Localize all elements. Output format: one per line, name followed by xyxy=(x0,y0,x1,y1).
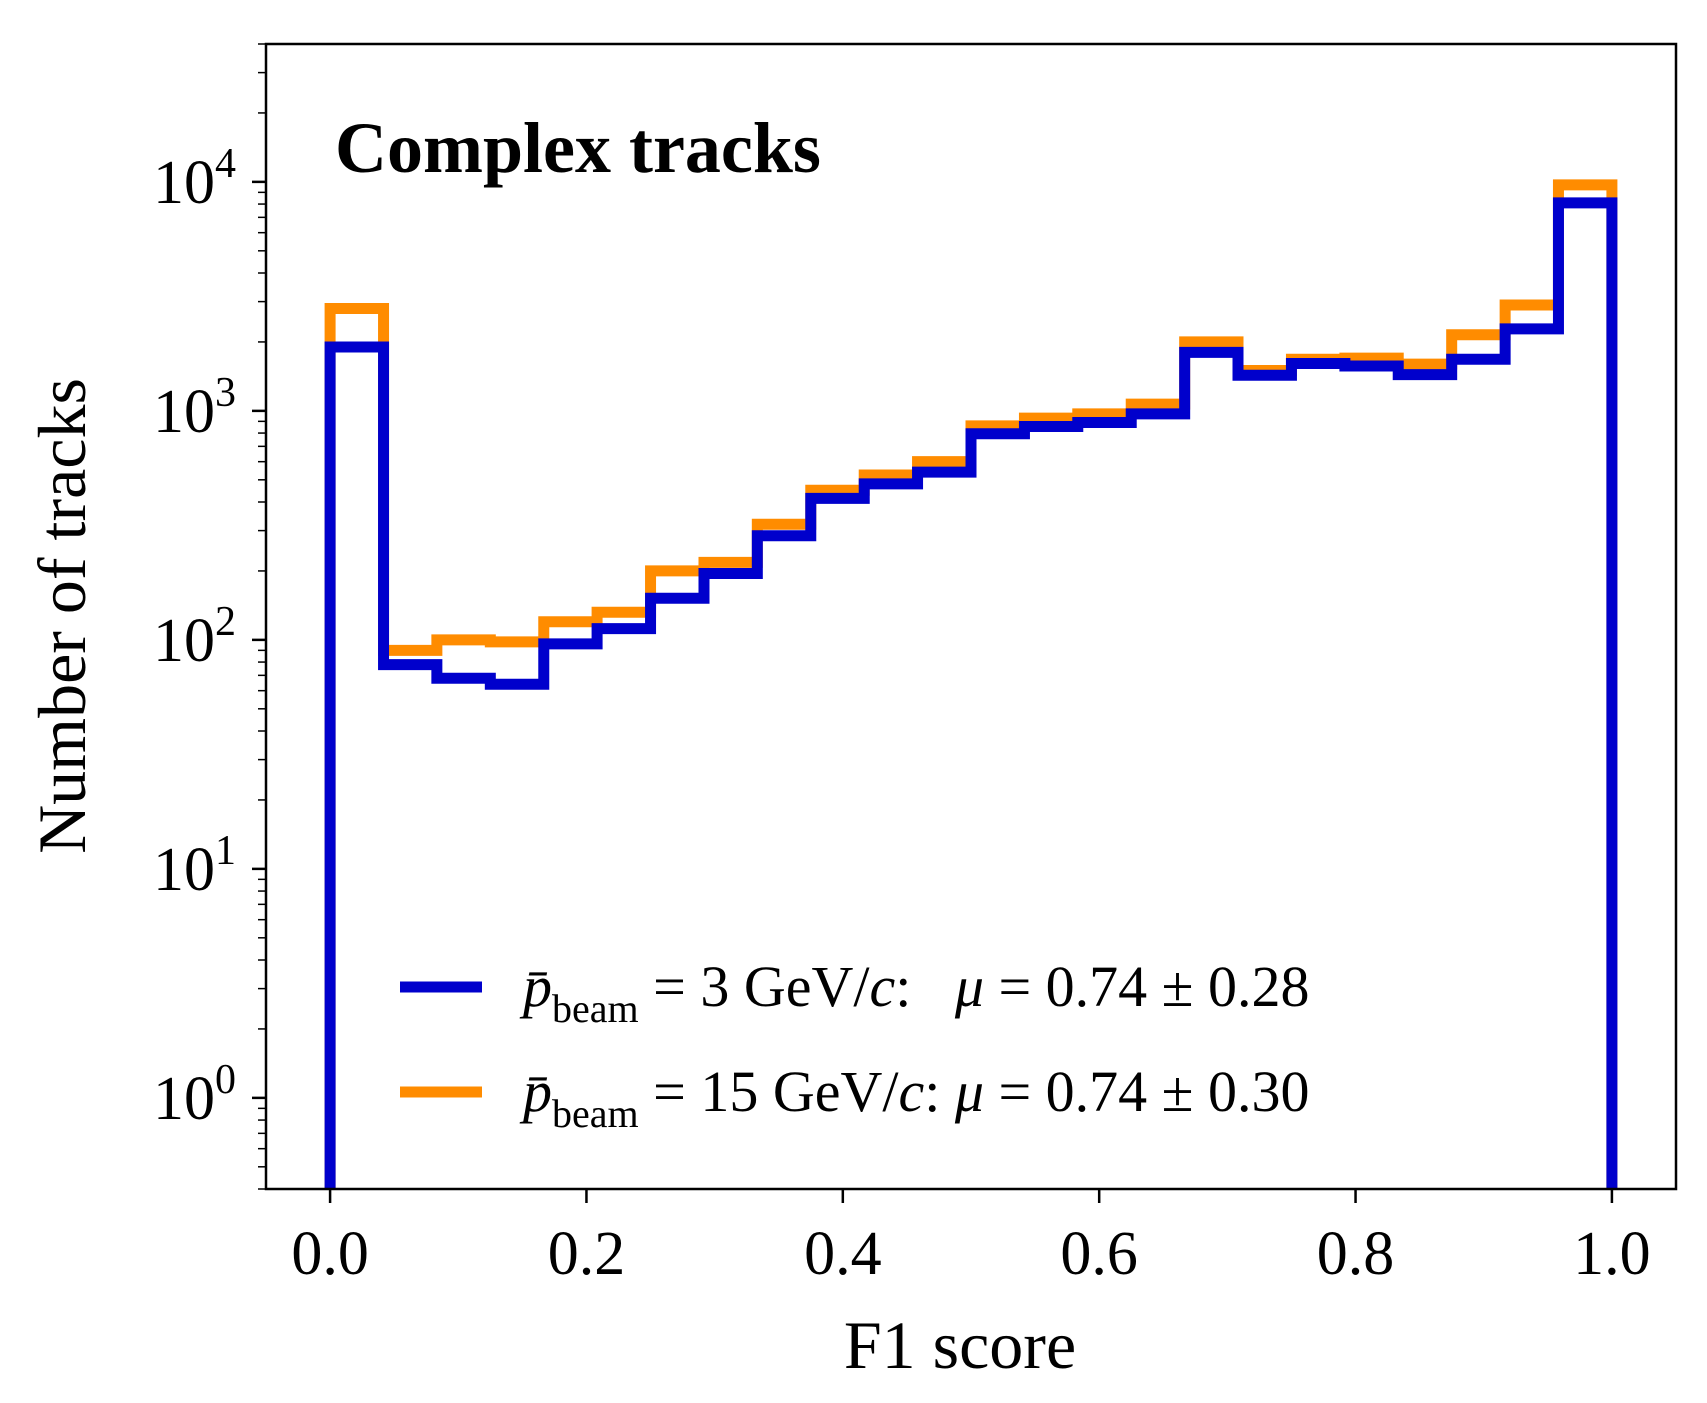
y-tick-exponent: 0 xyxy=(215,1057,236,1103)
legend-text-c: c xyxy=(869,954,895,1019)
x-tick-label: 0.2 xyxy=(548,1220,626,1288)
legend: p̄beam = 3 GeV/c: μ = 0.74 ± 0.28p̄beam … xyxy=(400,954,1310,1136)
y-tick-exponent: 4 xyxy=(215,141,236,187)
y-tick-label: 104 xyxy=(153,141,236,217)
y-tick-label: 103 xyxy=(153,370,236,446)
x-tick-label: 0.8 xyxy=(1317,1220,1395,1288)
y-tick-base: 10 xyxy=(153,836,215,904)
x-axis-label: F1 score xyxy=(844,1307,1076,1383)
y-tick-exponent: 3 xyxy=(215,370,236,416)
legend-text-sub: beam xyxy=(552,1091,639,1136)
legend-text-mid: : xyxy=(895,954,955,1019)
legend-text-eq: = 15 GeV/ xyxy=(639,1059,900,1124)
y-tick-base: 10 xyxy=(153,607,215,675)
legend-text-p: p̄ xyxy=(519,954,552,1019)
legend-label: p̄beam = 3 GeV/c: μ = 0.74 ± 0.28 xyxy=(519,954,1310,1031)
y-tick-base: 10 xyxy=(153,149,215,217)
y-tick-label: 102 xyxy=(153,599,236,675)
plot-area xyxy=(266,44,1676,1189)
x-tick-label: 1.0 xyxy=(1573,1220,1651,1288)
legend-text-c: c xyxy=(898,1059,924,1124)
x-tick-label: 0.6 xyxy=(1060,1220,1138,1288)
legend-text-mid: : xyxy=(924,1059,955,1124)
histogram-series-1 xyxy=(324,197,1618,1189)
x-tick-label: 0.0 xyxy=(291,1220,369,1288)
x-tick-label: 0.4 xyxy=(804,1220,882,1288)
chart-annotation: Complex tracks xyxy=(335,108,821,188)
y-minor-ticks xyxy=(258,43,266,1190)
legend-text-rest: = 0.74 ± 0.30 xyxy=(984,1059,1310,1124)
y-tick-base: 10 xyxy=(153,1065,215,1133)
series-layer xyxy=(324,179,1618,1189)
y-tick-label: 100 xyxy=(153,1057,236,1133)
legend-text-mu: μ xyxy=(954,954,984,1019)
y-axis-label: Number of tracks xyxy=(24,378,100,854)
legend-text-sub: beam xyxy=(552,986,639,1031)
y-tick-base: 10 xyxy=(153,378,215,446)
plot-frame xyxy=(264,42,1678,1191)
y-tick-label: 101 xyxy=(153,828,236,904)
legend-text-mu: μ xyxy=(954,1059,984,1124)
y-tick-exponent: 1 xyxy=(215,828,236,874)
legend-text-rest: = 0.74 ± 0.28 xyxy=(984,954,1310,1019)
legend-text-p: p̄ xyxy=(519,1059,552,1124)
x-axis: 0.0 0.2 0.4 0.6 0.8 1.0 xyxy=(291,1189,1651,1288)
legend-label: p̄beam = 15 GeV/c: μ = 0.74 ± 0.30 xyxy=(519,1059,1310,1136)
y-tick-exponent: 2 xyxy=(215,599,236,645)
legend-text-eq: = 3 GeV/ xyxy=(639,954,871,1019)
